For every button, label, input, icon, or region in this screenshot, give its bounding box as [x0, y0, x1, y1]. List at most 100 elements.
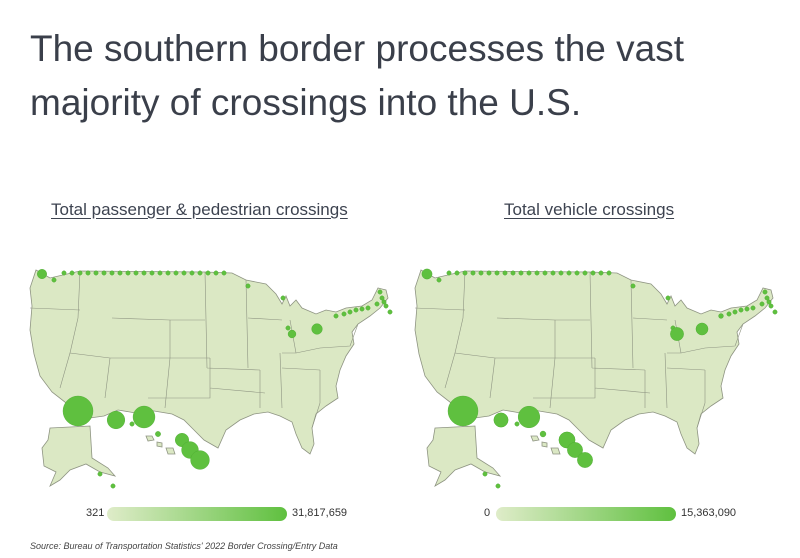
legend-max-label: 31,817,659: [292, 507, 348, 519]
port-bubble: [772, 309, 778, 315]
port-bubble: [542, 270, 548, 276]
hawaii-island: [145, 435, 155, 442]
alaska-shape: [41, 425, 117, 487]
port-bubble: [550, 270, 556, 276]
port-bubble: [574, 270, 580, 276]
port-bubble: [353, 307, 359, 313]
port-bubble: [365, 305, 371, 311]
port-bubble: [181, 270, 187, 276]
port-bubble: [155, 431, 161, 437]
port-bubble: [341, 311, 347, 317]
port-bubble: [478, 270, 484, 276]
port-bubble: [762, 289, 768, 295]
port-bubble: [221, 270, 227, 276]
port-bubble: [377, 289, 383, 295]
port-bubble: [387, 309, 393, 315]
port-bubble: [726, 311, 732, 317]
legend-max-label: 15,363,090: [681, 507, 737, 519]
port-bubble: [590, 270, 596, 276]
map-passenger: [29, 269, 393, 489]
port-bubble: [750, 305, 756, 311]
contiguous-us-shape: [29, 269, 389, 455]
port-bubble: [518, 270, 524, 276]
port-bubble: [51, 277, 57, 283]
panel-title-passenger: Total passenger & pedestrian crossings: [51, 200, 348, 219]
port-bubble: [502, 270, 508, 276]
port-bubble: [287, 329, 297, 339]
port-bubble: [486, 270, 492, 276]
port-bubble: [510, 270, 516, 276]
state-border: [29, 270, 359, 429]
port-bubble: [558, 270, 564, 276]
port-bubble: [61, 270, 67, 276]
port-bubble: [494, 270, 500, 276]
port-bubble: [117, 270, 123, 276]
port-bubble: [470, 270, 476, 276]
port-bubble: [768, 303, 774, 309]
port-bubble: [173, 270, 179, 276]
port-bubble: [69, 270, 75, 276]
port-bubble: [630, 283, 636, 289]
port-bubble: [482, 471, 488, 477]
hawaii-island: [541, 441, 548, 448]
port-bubble: [285, 325, 291, 331]
port-bubble: [37, 269, 47, 279]
port-bubble: [359, 306, 365, 312]
port-bubble: [577, 452, 593, 468]
port-bubble: [141, 270, 147, 276]
port-bubble: [189, 270, 195, 276]
port-bubble: [347, 309, 353, 315]
port-bubble: [374, 301, 380, 307]
port-bubble: [62, 395, 94, 427]
port-bubble: [718, 313, 724, 319]
port-bubble: [85, 270, 91, 276]
port-bubble: [93, 270, 99, 276]
contiguous-us-shape: [414, 269, 774, 455]
port-bubble: [205, 270, 211, 276]
legend-min-label: 0: [484, 507, 491, 519]
legend-gradient-bar: [107, 507, 287, 521]
port-bubble: [493, 412, 509, 428]
port-bubble: [606, 270, 612, 276]
port-bubble: [738, 307, 744, 313]
hawaii-island: [156, 441, 163, 448]
port-bubble: [77, 270, 83, 276]
port-bubble: [383, 303, 389, 309]
port-bubble: [421, 268, 433, 280]
map-vehicle: [414, 268, 778, 489]
port-bubble: [446, 270, 452, 276]
hawaii-island: [530, 435, 540, 442]
port-bubble: [197, 270, 203, 276]
port-bubble: [110, 483, 116, 489]
hawaii-island: [550, 447, 561, 455]
port-bubble: [280, 295, 286, 301]
port-bubble: [665, 295, 671, 301]
port-bubble: [132, 405, 156, 429]
port-bubble: [566, 270, 572, 276]
port-bubble: [436, 277, 442, 283]
port-bubble: [333, 313, 339, 319]
port-bubble: [454, 270, 460, 276]
port-bubble: [534, 270, 540, 276]
port-bubble: [567, 442, 583, 458]
chart-title: The southern border processes the vast m…: [30, 28, 685, 123]
port-bubble: [133, 270, 139, 276]
legend-min-label: 321: [86, 507, 105, 519]
port-bubble: [109, 270, 115, 276]
port-bubble: [695, 322, 709, 336]
port-bubble: [149, 270, 155, 276]
port-bubble: [517, 405, 541, 429]
port-bubble: [582, 270, 588, 276]
alaska-shape: [426, 425, 502, 487]
port-bubble: [245, 283, 251, 289]
port-bubble: [165, 270, 171, 276]
port-bubble: [157, 270, 163, 276]
port-bubble: [129, 421, 135, 427]
port-bubble: [766, 299, 772, 305]
port-bubble: [190, 450, 210, 470]
legend-gradient-bar: [496, 507, 676, 521]
hawaii-island: [165, 447, 176, 455]
port-bubble: [732, 309, 738, 315]
port-bubble: [101, 270, 107, 276]
port-bubble: [495, 483, 501, 489]
